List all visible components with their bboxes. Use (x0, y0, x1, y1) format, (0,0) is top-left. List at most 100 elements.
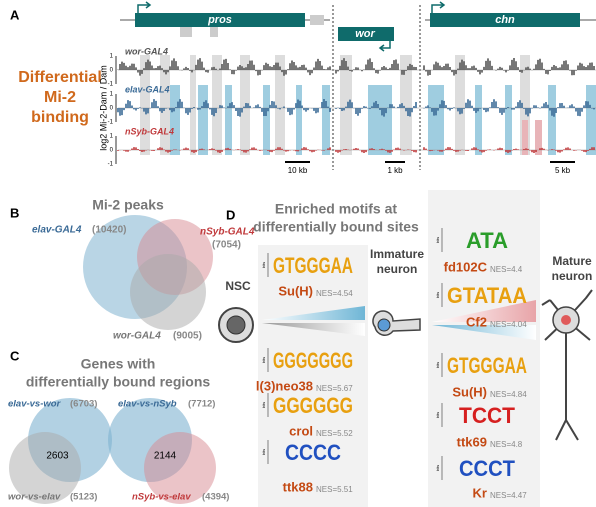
overlap-count: 2603 (46, 451, 69, 462)
set-name: elav-GAL4 (32, 225, 82, 236)
motif-logo: GTATAA (447, 283, 527, 308)
motif-nes: NES=4.47 (490, 491, 527, 500)
region-blue (263, 85, 270, 155)
scale-label: 10 kb (288, 166, 308, 175)
panel-c: C Genes with differentially bound regions e… (8, 348, 229, 504)
region-gray (240, 55, 250, 155)
logo-axis-label: bits (435, 237, 440, 243)
scale-label: 5 kb (555, 166, 571, 175)
panel-d: D Enriched motifs at differentially bound … (218, 190, 593, 507)
region-gray (140, 55, 150, 155)
venn-circle (9, 432, 81, 504)
motif-name: Su(H) (278, 283, 313, 298)
signal (117, 99, 595, 117)
track-name: wor-GAL4 (125, 46, 168, 56)
gene-name: chn (495, 14, 515, 26)
region-blue (505, 85, 512, 155)
mature-nucleus (561, 315, 571, 325)
region-red (535, 120, 542, 155)
column-bg (428, 190, 540, 507)
tick-label: -1 (108, 120, 114, 126)
set-count: (6703) (70, 399, 97, 410)
set-count: (10420) (92, 225, 126, 236)
logo-axis-label: bits (435, 362, 440, 368)
motif-name: l(3)neo38 (256, 378, 313, 393)
stage-label: Immature neuron (370, 247, 424, 276)
column-bg (258, 245, 368, 507)
panel-title: differentially bound sites (253, 219, 419, 235)
heading: Differential (18, 69, 102, 86)
motif-nes: NES=4.04 (490, 320, 527, 329)
motif-nes: NES=4.4 (490, 265, 523, 274)
gradient-wedge (432, 325, 536, 340)
region-blue (368, 85, 392, 155)
motif-name: fd102C (444, 259, 488, 274)
tss-arrow (137, 1, 152, 13)
y-axis-label: log2 Mi-2-Dam / Dam (98, 65, 108, 151)
motif-logo: GGGGGGG (273, 348, 353, 373)
set-name: elav-vs-wor (8, 399, 62, 410)
set-count: (7054) (212, 240, 241, 251)
set-count: (5123) (70, 492, 97, 503)
tick-label: -1 (108, 82, 114, 88)
nsc-nucleus (226, 315, 246, 335)
scale-label: 1 kb (387, 166, 403, 175)
motif-name: ttk88 (283, 479, 313, 494)
motif-name: Cf2 (466, 314, 487, 329)
motif-nes: NES=4.54 (316, 289, 353, 298)
panel-title: Genes with (81, 356, 156, 372)
set-name: wor-vs-elav (8, 492, 61, 503)
gene-body (338, 27, 394, 41)
signal (117, 58, 595, 76)
set-count: (7712) (188, 399, 215, 410)
gene-utr (210, 27, 218, 37)
logo-axis-label: bits (435, 292, 440, 298)
logo-axis-label: bits (261, 262, 266, 268)
panel-title: Enriched motifs at (275, 201, 397, 217)
tick-label: 1 (110, 54, 114, 60)
region-gray (340, 55, 352, 155)
region-gray (520, 55, 530, 155)
panel-b: B Mi-2 peaks elav-GAL4 (10420) nSyb-GAL4 (705… (10, 197, 255, 342)
logo-axis-label: bits (261, 402, 266, 408)
gene-body (430, 13, 580, 27)
tick-label: 1 (110, 134, 114, 140)
motif-name: Su(H) (452, 384, 487, 399)
venn-circle (130, 254, 206, 330)
region-blue (475, 85, 482, 155)
motif-name: ttk69 (457, 434, 487, 449)
set-name: elav-vs-nSyb (118, 399, 177, 410)
stage-label: NSC (225, 279, 251, 293)
region-gray (400, 55, 412, 155)
gene-body (135, 13, 305, 27)
tick-label: 0 (110, 68, 114, 74)
region-blue (170, 85, 180, 155)
region-blue (296, 85, 302, 155)
logo-axis-label: bits (435, 412, 440, 418)
panel-title: differentially bound regions (26, 374, 211, 390)
motif-logo: CCCC (285, 440, 341, 465)
tss-arrow (378, 41, 391, 52)
immature-nucleus (377, 318, 391, 332)
track-name: nSyb-GAL4 (125, 126, 174, 136)
logo-axis-label: bits (261, 357, 266, 363)
overlap-count: 2144 (154, 451, 177, 462)
region-gray (455, 55, 465, 155)
heading: binding (31, 109, 89, 126)
motif-logo: GGGGGG (273, 393, 353, 418)
gradient-wedge (262, 323, 365, 336)
region-gray (190, 55, 196, 155)
region-gray (275, 55, 285, 155)
gradient-wedge (262, 306, 365, 320)
heading: Mi-2 (44, 89, 76, 106)
logo-axis-label: bits (261, 449, 266, 455)
set-name: wor-GAL4 (113, 331, 161, 342)
motif-logo: GTGGGAA (273, 253, 353, 278)
set-name: nSyb-vs-elav (132, 492, 191, 503)
region-blue (586, 85, 596, 155)
tick-label: 0 (110, 148, 114, 154)
motif-nes: NES=5.67 (316, 384, 353, 393)
gene-name: pros (207, 14, 232, 26)
